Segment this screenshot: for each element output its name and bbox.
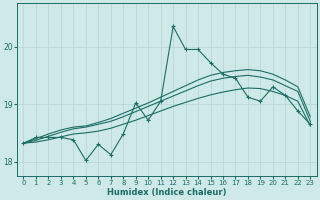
- X-axis label: Humidex (Indice chaleur): Humidex (Indice chaleur): [107, 188, 227, 197]
